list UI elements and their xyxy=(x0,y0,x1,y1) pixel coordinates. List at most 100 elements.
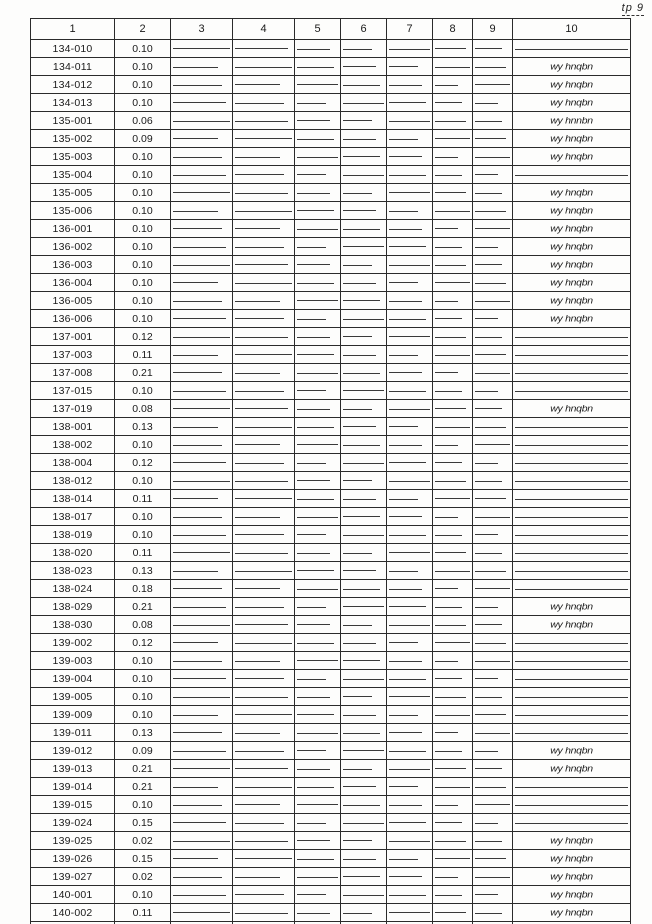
row-tick-cell-3[interactable] xyxy=(171,886,233,904)
row-tick-cell-5[interactable] xyxy=(295,310,341,328)
row-tick-cell-3[interactable] xyxy=(171,400,233,418)
row-tick-cell-5[interactable] xyxy=(295,634,341,652)
row-tick-cell-4[interactable] xyxy=(233,328,295,346)
row-value-cell[interactable]: 0.10 xyxy=(115,40,171,58)
row-tick-cell-8[interactable] xyxy=(433,742,473,760)
row-tick-cell-9[interactable] xyxy=(473,220,513,238)
row-tick-cell-9[interactable] xyxy=(473,400,513,418)
row-id-cell[interactable]: 138-004 xyxy=(31,454,115,472)
row-tick-cell-3[interactable] xyxy=(171,184,233,202)
row-value-cell[interactable]: 0.11 xyxy=(115,346,171,364)
row-id-cell[interactable]: 134-012 xyxy=(31,76,115,94)
row-value-cell[interactable]: 0.13 xyxy=(115,724,171,742)
row-tick-cell-6[interactable] xyxy=(341,850,387,868)
row-id-cell[interactable]: 139-014 xyxy=(31,778,115,796)
row-tick-cell-3[interactable] xyxy=(171,904,233,922)
row-tick-cell-3[interactable] xyxy=(171,490,233,508)
row-tick-cell-5[interactable] xyxy=(295,220,341,238)
row-tick-cell-3[interactable] xyxy=(171,148,233,166)
row-stamp-cell[interactable]: wy hnqbn xyxy=(513,400,631,418)
row-tick-cell-6[interactable] xyxy=(341,652,387,670)
row-tick-cell-7[interactable] xyxy=(387,580,433,598)
row-id-cell[interactable]: 138-030 xyxy=(31,616,115,634)
row-value-cell[interactable]: 0.12 xyxy=(115,634,171,652)
row-stamp-cell[interactable] xyxy=(513,670,631,688)
row-tick-cell-8[interactable] xyxy=(433,652,473,670)
row-tick-cell-7[interactable] xyxy=(387,616,433,634)
row-tick-cell-6[interactable] xyxy=(341,904,387,922)
row-tick-cell-9[interactable] xyxy=(473,580,513,598)
row-value-cell[interactable]: 0.10 xyxy=(115,220,171,238)
row-tick-cell-8[interactable] xyxy=(433,112,473,130)
row-stamp-cell[interactable] xyxy=(513,526,631,544)
row-tick-cell-8[interactable] xyxy=(433,238,473,256)
row-tick-cell-8[interactable] xyxy=(433,454,473,472)
row-tick-cell-4[interactable] xyxy=(233,400,295,418)
row-value-cell[interactable]: 0.10 xyxy=(115,472,171,490)
row-tick-cell-3[interactable] xyxy=(171,706,233,724)
row-tick-cell-8[interactable] xyxy=(433,778,473,796)
row-tick-cell-5[interactable] xyxy=(295,76,341,94)
row-tick-cell-3[interactable] xyxy=(171,544,233,562)
row-tick-cell-6[interactable] xyxy=(341,706,387,724)
row-tick-cell-9[interactable] xyxy=(473,166,513,184)
row-tick-cell-4[interactable] xyxy=(233,508,295,526)
row-tick-cell-3[interactable] xyxy=(171,454,233,472)
row-tick-cell-8[interactable] xyxy=(433,634,473,652)
row-tick-cell-6[interactable] xyxy=(341,400,387,418)
row-stamp-cell[interactable]: wy hnnbn xyxy=(513,112,631,130)
row-tick-cell-8[interactable] xyxy=(433,76,473,94)
row-stamp-cell[interactable] xyxy=(513,652,631,670)
row-value-cell[interactable]: 0.10 xyxy=(115,706,171,724)
row-tick-cell-7[interactable] xyxy=(387,130,433,148)
row-tick-cell-4[interactable] xyxy=(233,418,295,436)
row-tick-cell-5[interactable] xyxy=(295,544,341,562)
row-tick-cell-7[interactable] xyxy=(387,742,433,760)
row-stamp-cell[interactable] xyxy=(513,346,631,364)
row-tick-cell-9[interactable] xyxy=(473,58,513,76)
row-tick-cell-8[interactable] xyxy=(433,364,473,382)
row-tick-cell-9[interactable] xyxy=(473,850,513,868)
row-tick-cell-4[interactable] xyxy=(233,598,295,616)
row-tick-cell-9[interactable] xyxy=(473,742,513,760)
row-tick-cell-4[interactable] xyxy=(233,526,295,544)
row-id-cell[interactable]: 139-015 xyxy=(31,796,115,814)
row-tick-cell-5[interactable] xyxy=(295,580,341,598)
row-tick-cell-7[interactable] xyxy=(387,850,433,868)
row-stamp-cell[interactable]: wy hnqbn xyxy=(513,850,631,868)
row-value-cell[interactable]: 0.10 xyxy=(115,508,171,526)
row-tick-cell-3[interactable] xyxy=(171,778,233,796)
row-value-cell[interactable]: 0.10 xyxy=(115,58,171,76)
row-id-cell[interactable]: 139-027 xyxy=(31,868,115,886)
row-tick-cell-5[interactable] xyxy=(295,400,341,418)
row-value-cell[interactable]: 0.10 xyxy=(115,76,171,94)
row-tick-cell-7[interactable] xyxy=(387,400,433,418)
row-tick-cell-5[interactable] xyxy=(295,760,341,778)
row-tick-cell-4[interactable] xyxy=(233,166,295,184)
row-tick-cell-3[interactable] xyxy=(171,292,233,310)
row-tick-cell-3[interactable] xyxy=(171,364,233,382)
row-stamp-cell[interactable] xyxy=(513,814,631,832)
row-tick-cell-7[interactable] xyxy=(387,778,433,796)
row-tick-cell-9[interactable] xyxy=(473,508,513,526)
row-tick-cell-7[interactable] xyxy=(387,706,433,724)
row-stamp-cell[interactable] xyxy=(513,436,631,454)
row-tick-cell-3[interactable] xyxy=(171,472,233,490)
row-tick-cell-5[interactable] xyxy=(295,166,341,184)
row-tick-cell-7[interactable] xyxy=(387,760,433,778)
row-tick-cell-8[interactable] xyxy=(433,814,473,832)
row-tick-cell-8[interactable] xyxy=(433,850,473,868)
row-tick-cell-5[interactable] xyxy=(295,382,341,400)
row-tick-cell-9[interactable] xyxy=(473,112,513,130)
row-tick-cell-5[interactable] xyxy=(295,904,341,922)
row-tick-cell-8[interactable] xyxy=(433,346,473,364)
row-tick-cell-5[interactable] xyxy=(295,886,341,904)
row-tick-cell-3[interactable] xyxy=(171,598,233,616)
row-tick-cell-4[interactable] xyxy=(233,760,295,778)
row-tick-cell-9[interactable] xyxy=(473,886,513,904)
row-tick-cell-9[interactable] xyxy=(473,544,513,562)
row-tick-cell-4[interactable] xyxy=(233,814,295,832)
row-tick-cell-8[interactable] xyxy=(433,472,473,490)
row-tick-cell-7[interactable] xyxy=(387,436,433,454)
row-tick-cell-5[interactable] xyxy=(295,346,341,364)
